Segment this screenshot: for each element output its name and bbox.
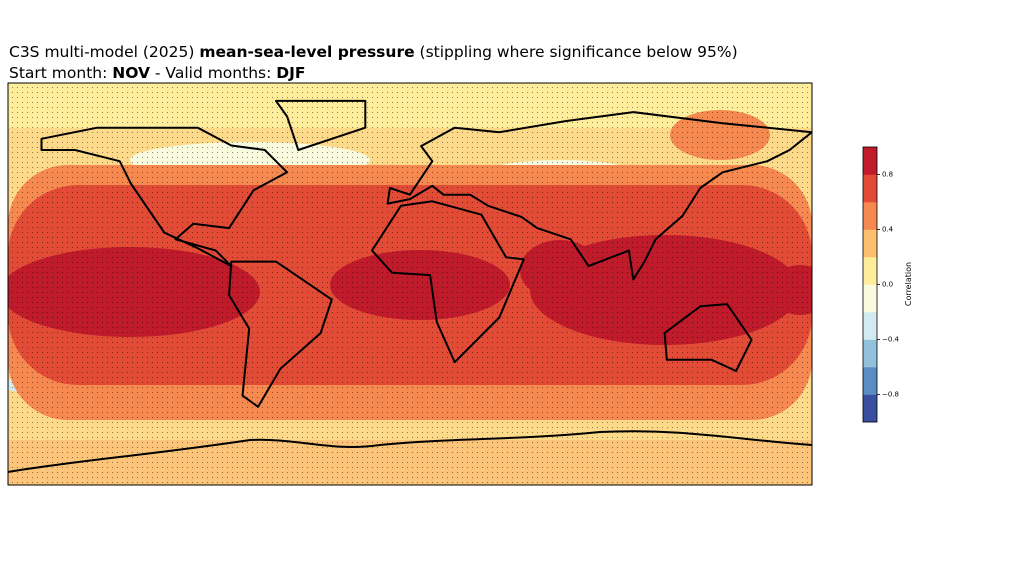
colorbar-band [863,174,877,203]
colorbar-tick-label: 0.0 [882,281,893,289]
colorbar-tick-label: 0.4 [882,226,894,234]
colorbar-label: Correlation [904,262,913,306]
subtitle: Start month: NOV - Valid months: DJF [9,64,305,82]
title-part: (stippling where significance below 95%) [415,43,738,61]
subtitle-part: Start month: [9,64,112,82]
title-part: mean-sea-level pressure [199,43,414,61]
colorbar-band [863,394,877,423]
title-part: C3S multi-model (2025) [9,43,199,61]
map-frame [7,82,813,486]
map [8,83,812,485]
subtitle-part: DJF [276,64,305,82]
colorbar-band [863,229,877,258]
colorbar-band [863,312,877,340]
colorbar-band [863,284,877,313]
colorbar-tick-label: −0.8 [882,391,899,399]
colorbar-band [863,257,877,285]
colorbar-band [863,339,877,368]
colorbar-band [863,367,877,395]
subtitle-part: - Valid months: [150,64,276,82]
colorbar: −0.8 −0.4 0.0 0.4 0.8 [862,146,900,423]
title: C3S multi-model (2025) mean-sea-level pr… [9,43,738,61]
colorbar-band [863,147,877,175]
colorbar-tick-label: 0.8 [882,171,893,179]
colorbar-band [863,202,877,230]
subtitle-part: NOV [112,64,150,82]
colorbar-tick-label: −0.4 [882,336,900,344]
